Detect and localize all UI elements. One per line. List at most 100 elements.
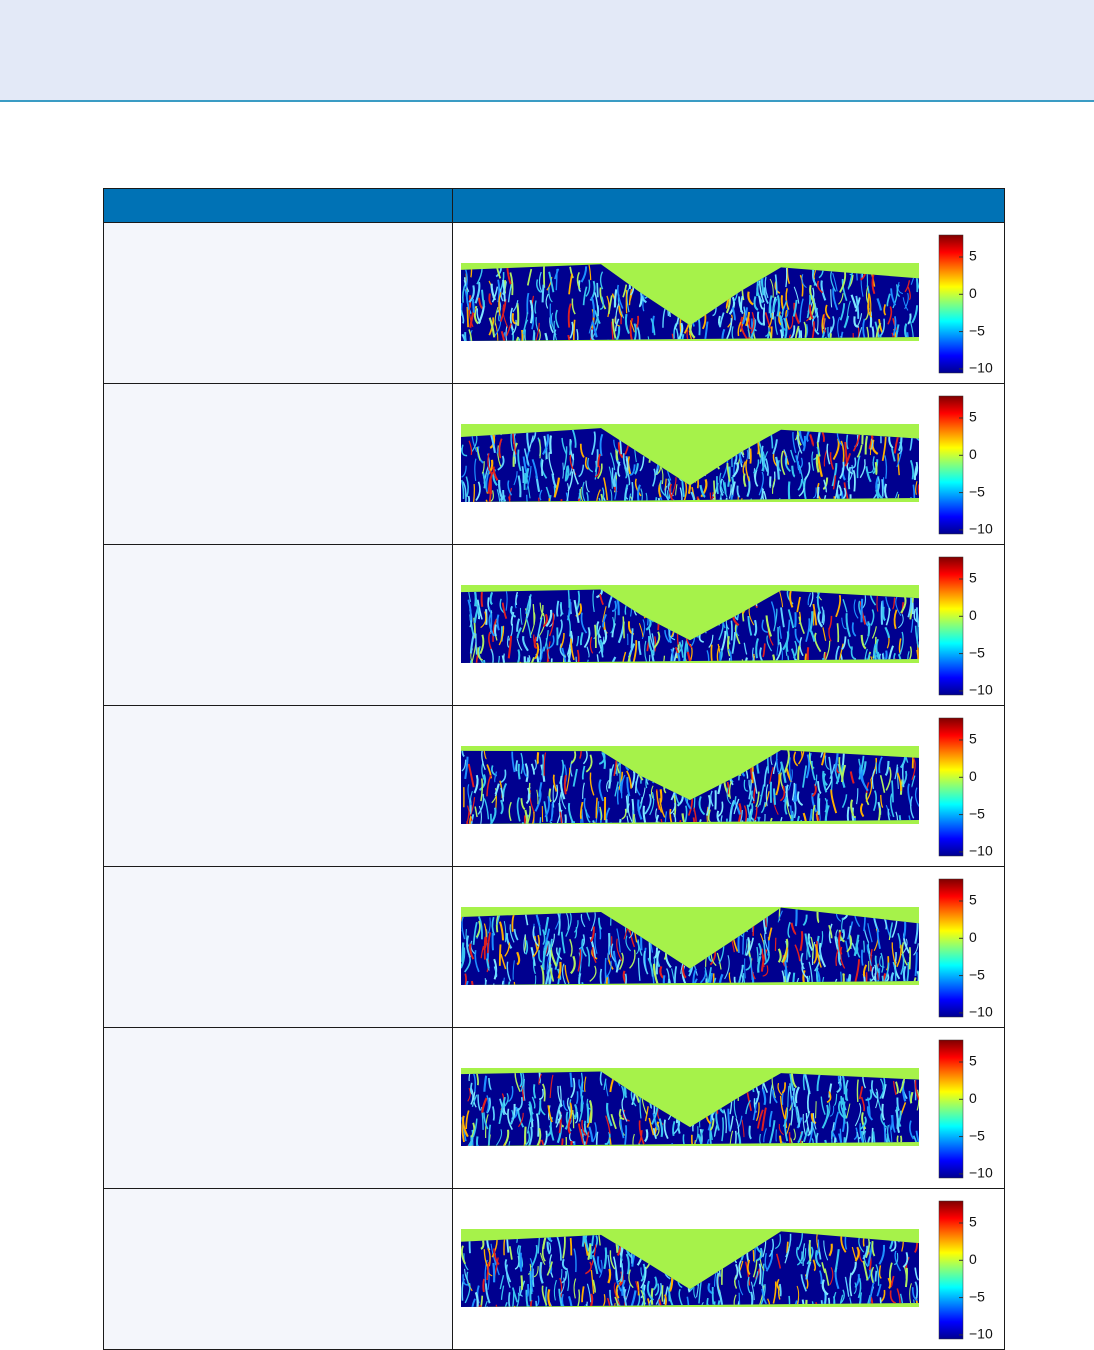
texture-stroke [516,337,519,360]
texture-stroke [667,501,671,516]
texture-stroke [648,336,649,352]
colorbar-label: 0 [969,768,977,784]
colorbar-label: 5 [969,570,977,586]
colorbar-label: 0 [969,446,977,462]
texture-stroke [538,752,539,763]
colorbar-label: −10 [969,360,993,376]
texture-stroke [760,1264,761,1285]
heatmap-figure: 50−5−10 [453,545,1005,700]
texture-stroke [572,822,573,842]
texture-stroke [767,1143,771,1165]
texture-stroke [882,479,883,497]
colorbar [939,557,963,695]
texture-stroke [909,341,913,360]
texture-stroke [606,819,607,836]
texture-stroke [549,822,551,835]
colorbar-label: 5 [969,1053,977,1069]
texture-stroke [500,944,501,965]
colorbar-label: −10 [969,682,993,698]
texture-stroke [892,339,893,363]
texture-stroke [910,947,911,969]
texture-stroke [610,1138,611,1158]
table-cell [104,706,453,867]
table-cell [104,1028,453,1189]
colorbar-label: 5 [969,731,977,747]
texture-stroke [582,982,584,1006]
texture-stroke [807,1306,810,1329]
texture-stroke [619,662,623,677]
texture-stroke [584,1306,589,1329]
texture-stroke [567,501,568,515]
texture-stroke [574,320,575,342]
texture-stroke [743,1305,748,1325]
heatmap-figure: 50−5−10 [453,1028,1005,1183]
table-cell [104,1189,453,1350]
texture-stroke [780,985,785,1001]
colorbar-label: 5 [969,1214,977,1230]
texture-stroke [570,1073,571,1088]
texture-stroke [796,909,797,926]
texture-stroke [713,973,714,989]
texture-stroke [482,592,483,607]
colorbar [939,396,963,534]
texture-stroke [596,798,597,819]
texture-stroke [700,501,701,517]
texture-stroke [738,662,742,683]
texture-stroke [872,662,874,674]
texture-stroke [718,1300,719,1324]
texture-stroke [862,950,863,966]
texture-stroke [618,662,623,679]
texture-stroke [608,340,610,360]
texture-stroke [478,1145,480,1162]
texture-stroke [528,1305,533,1327]
texture-stroke [816,1101,817,1118]
texture-stroke [462,942,463,961]
texture-stroke [901,1145,904,1157]
texture-stroke [493,1263,494,1282]
colorbar-label: 0 [969,1090,977,1106]
colorbar [939,718,963,856]
colorbar-label: −10 [969,1165,993,1181]
texture-stroke [556,269,557,290]
texture-stroke [618,787,619,805]
texture-stroke [882,976,883,1000]
texture-stroke [770,305,771,318]
texture-stroke [705,823,706,838]
texture-stroke [492,983,494,997]
colorbar-label: 5 [969,409,977,425]
colorbar-label: −5 [969,1288,985,1304]
texture-stroke [666,340,668,354]
texture-stroke [457,930,461,940]
texture-stroke [557,601,558,617]
texture-stroke [857,1080,858,1102]
texture-stroke [918,341,919,354]
texture-stroke [868,621,869,636]
texture-stroke [574,1146,578,1158]
texture-stroke [673,1307,674,1318]
texture-stroke [731,621,732,641]
texture-stroke [785,339,788,352]
colorbar-label: 5 [969,892,977,908]
colorbar-label: 0 [969,285,977,301]
texture-stroke [892,781,893,803]
texture-stroke [482,660,484,680]
texture-stroke [519,764,520,779]
texture-stroke [864,941,865,953]
texture-stroke [571,1238,572,1255]
texture-stroke [473,299,474,313]
header-cell [453,189,1005,223]
texture-stroke [467,307,468,327]
texture-stroke [871,1297,873,1317]
texture-stroke [812,1145,815,1167]
texture-stroke [659,1304,663,1326]
texture-stroke [788,985,791,998]
heatmap-figure: 50−5−10 [453,384,1005,539]
texture-stroke [578,499,579,513]
texture-stroke [780,1284,781,1296]
texture-stroke [872,1128,873,1151]
texture-stroke [655,636,656,651]
